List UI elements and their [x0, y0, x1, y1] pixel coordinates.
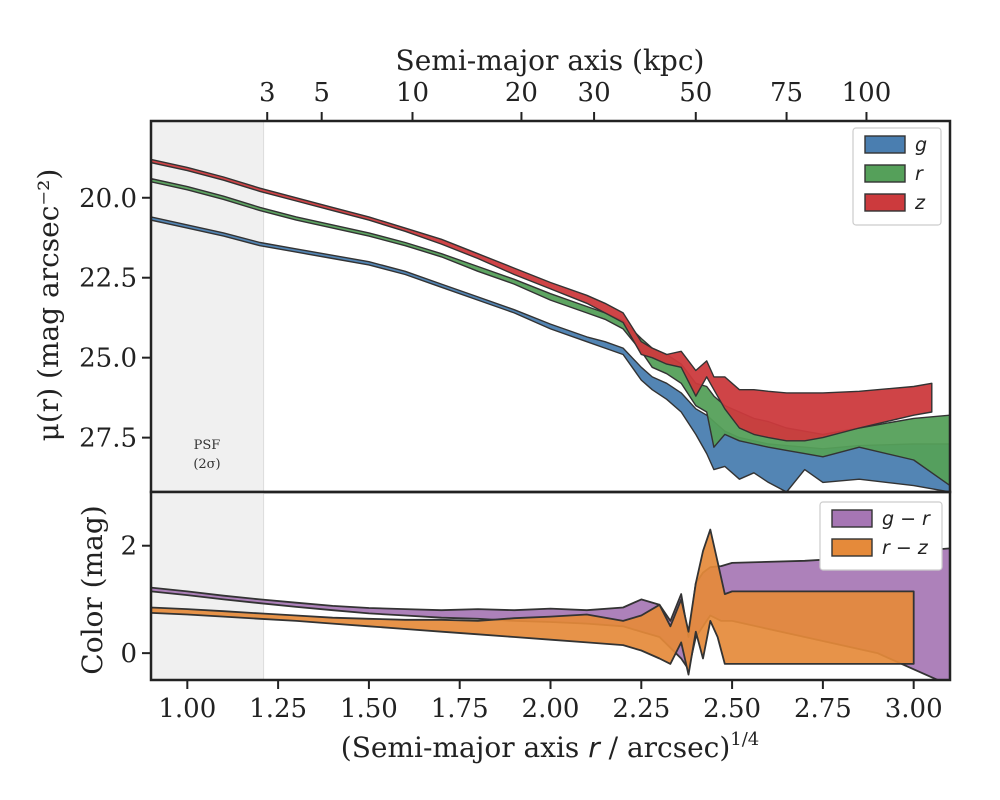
- bottom-y-axis-label: Color (mag): [76, 505, 109, 674]
- legend-label: r − z: [882, 537, 929, 559]
- kpc-tick-label: 5: [313, 78, 330, 108]
- y-tick-label: 27.5: [79, 424, 137, 454]
- x-tick-label: 1.50: [340, 694, 398, 724]
- bottom-axis-label: (Semi-major axis r / arcsec)1/4: [341, 729, 759, 764]
- kpc-tick-label: 3: [259, 78, 276, 108]
- legend-label: z: [914, 192, 926, 214]
- legend-swatch: [864, 135, 906, 154]
- kpc-tick-label: 10: [396, 78, 429, 108]
- x-tick-label: 1.25: [249, 694, 307, 724]
- band-rz: [151, 528, 915, 676]
- legend-swatch: [864, 193, 906, 212]
- kpc-tick-label: 75: [770, 78, 803, 108]
- legend-label: g: [915, 134, 927, 156]
- kpc-tick-label: 20: [505, 78, 538, 108]
- top-legend: grz: [852, 127, 942, 226]
- y-tick-label: 20.0: [79, 184, 137, 214]
- top-y-ticks: 20.0 22.5 25.0 27.5: [79, 184, 151, 454]
- bottom-legend: g − r r − z: [819, 501, 943, 571]
- band-r: [151, 177, 950, 487]
- kpc-tick-label: 30: [578, 78, 611, 108]
- y-tick-label: 22.5: [79, 264, 137, 294]
- legend-swatch: [831, 509, 873, 528]
- psf-region-bottom: [150, 491, 265, 681]
- x-tick-label: 2.25: [612, 694, 670, 724]
- bottom-x-ticks: 1.00 1.25 1.50 1.75 2.00 2.25 2.50 2.75 3.00: [158, 680, 943, 724]
- legend-swatch: [831, 538, 873, 557]
- surface-brightness-series: [151, 158, 950, 492]
- top-axis-ticks: 3 5 10 20 30 50 75 100: [259, 78, 891, 121]
- top-y-axis-label: μ(r) (mag arcsec⁻²): [32, 169, 65, 442]
- surface-brightness-panel: 20.0 22.5 25.0 27.5 3 5 10 20 30 50 75 100 grz PSF…: [79, 78, 952, 494]
- y-tick-label: 25.0: [79, 344, 137, 374]
- top-axis-label: Semi-major axis (kpc): [396, 44, 705, 77]
- band-z: [151, 158, 933, 442]
- kpc-tick-label: 100: [842, 78, 892, 108]
- x-tick-label: 1.75: [431, 694, 489, 724]
- legend-swatch: [864, 164, 906, 183]
- color-series: [151, 528, 950, 680]
- y-tick-label: 0: [120, 639, 137, 669]
- band-gr: [151, 547, 950, 680]
- psf-label-line1: PSF: [194, 438, 221, 453]
- x-tick-label: 2.75: [794, 694, 852, 724]
- band-g: [151, 216, 950, 492]
- color-panel: 02 1.00 1.25 1.50 1.75 2.00 2.25 2.50 2.75 3.00 …: [120, 490, 952, 724]
- kpc-tick-label: 50: [679, 78, 712, 108]
- x-tick-label: 1.00: [158, 694, 216, 724]
- x-tick-label: 2.00: [522, 694, 580, 724]
- legend-label: g − r: [882, 508, 931, 530]
- bottom-y-ticks: 02: [120, 532, 151, 669]
- x-tick-label: 3.00: [885, 694, 943, 724]
- x-tick-label: 2.50: [703, 694, 761, 724]
- y-tick-label: 2: [120, 532, 137, 562]
- legend-label: r: [915, 163, 924, 185]
- psf-region-top: [150, 120, 265, 493]
- psf-label-line2: (2σ): [193, 457, 220, 472]
